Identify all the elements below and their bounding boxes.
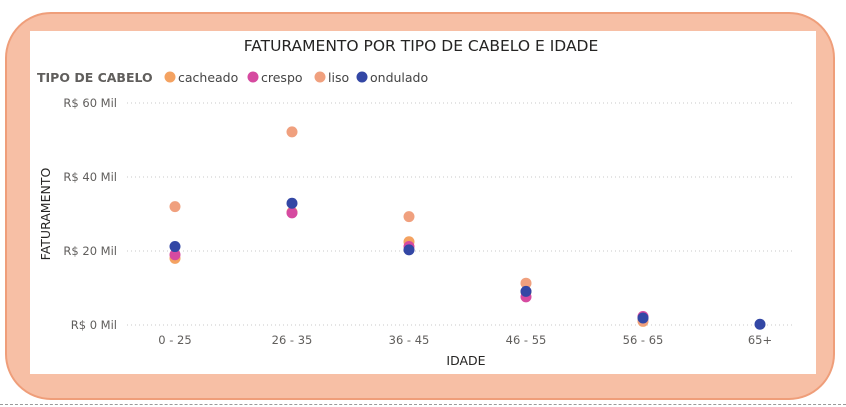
legend-marker-cacheado [164,71,176,83]
point-crespo-1[interactable] [286,207,298,219]
legend-item-ondulado[interactable]: ondulado [356,70,429,85]
data-points [169,126,766,330]
chart-grid [127,102,792,326]
legend-marker-ondulado [356,71,368,83]
point-ondulado-3[interactable] [520,285,532,297]
legend-title: TIPO DE CABELO [37,70,153,85]
x-tick-label: 46 - 55 [506,333,547,347]
legend-label-liso: liso [328,70,349,85]
y-tick-label: R$ 20 Mil [63,244,117,258]
y-axis-ticks: R$ 0 Mil R$ 20 Mil R$ 40 Mil R$ 60 Mil [63,96,117,332]
page-divider [0,404,846,405]
legend-label-crespo: crespo [261,70,303,85]
point-ondulado-5[interactable] [754,318,766,330]
chart-title: FATURAMENTO POR TIPO DE CABELO E IDADE [244,37,599,55]
x-tick-label: 26 - 35 [272,333,313,347]
y-tick-label: R$ 60 Mil [63,96,117,110]
legend-item-cacheado[interactable]: cacheado [164,70,239,85]
x-tick-label: 36 - 45 [389,333,430,347]
point-liso-2[interactable] [403,211,415,223]
point-liso-1[interactable] [286,126,298,138]
y-tick-label: R$ 40 Mil [63,170,117,184]
legend-item-liso[interactable]: liso [314,70,350,85]
chart-legend: TIPO DE CABELO cacheado crespo liso ondulad… [37,70,428,85]
point-crespo-0[interactable] [169,249,181,261]
point-liso-0[interactable] [169,201,181,213]
legend-marker-crespo [247,71,259,83]
x-tick-label: 65+ [748,333,772,347]
point-ondulado-0[interactable] [169,241,181,253]
x-tick-label: 56 - 65 [623,333,664,347]
x-axis-ticks: 0 - 25 26 - 35 36 - 45 46 - 55 56 - 65 65+ [158,333,772,347]
point-liso-3[interactable] [520,277,532,289]
x-axis-label: IDADE [446,353,485,368]
legend-label-cacheado: cacheado [178,70,238,85]
x-tick-label: 0 - 25 [158,333,191,347]
point-ondulado-4[interactable] [637,312,649,324]
legend-label-ondulado: ondulado [370,70,428,85]
chart-panel [30,31,816,374]
legend-item-crespo[interactable]: crespo [247,70,303,85]
point-ondulado-2[interactable] [403,244,415,256]
y-tick-label: R$ 0 Mil [71,318,117,332]
y-axis-label: FATURAMENTO [38,168,53,261]
legend-marker-liso [314,71,326,83]
point-ondulado-1[interactable] [286,197,298,209]
